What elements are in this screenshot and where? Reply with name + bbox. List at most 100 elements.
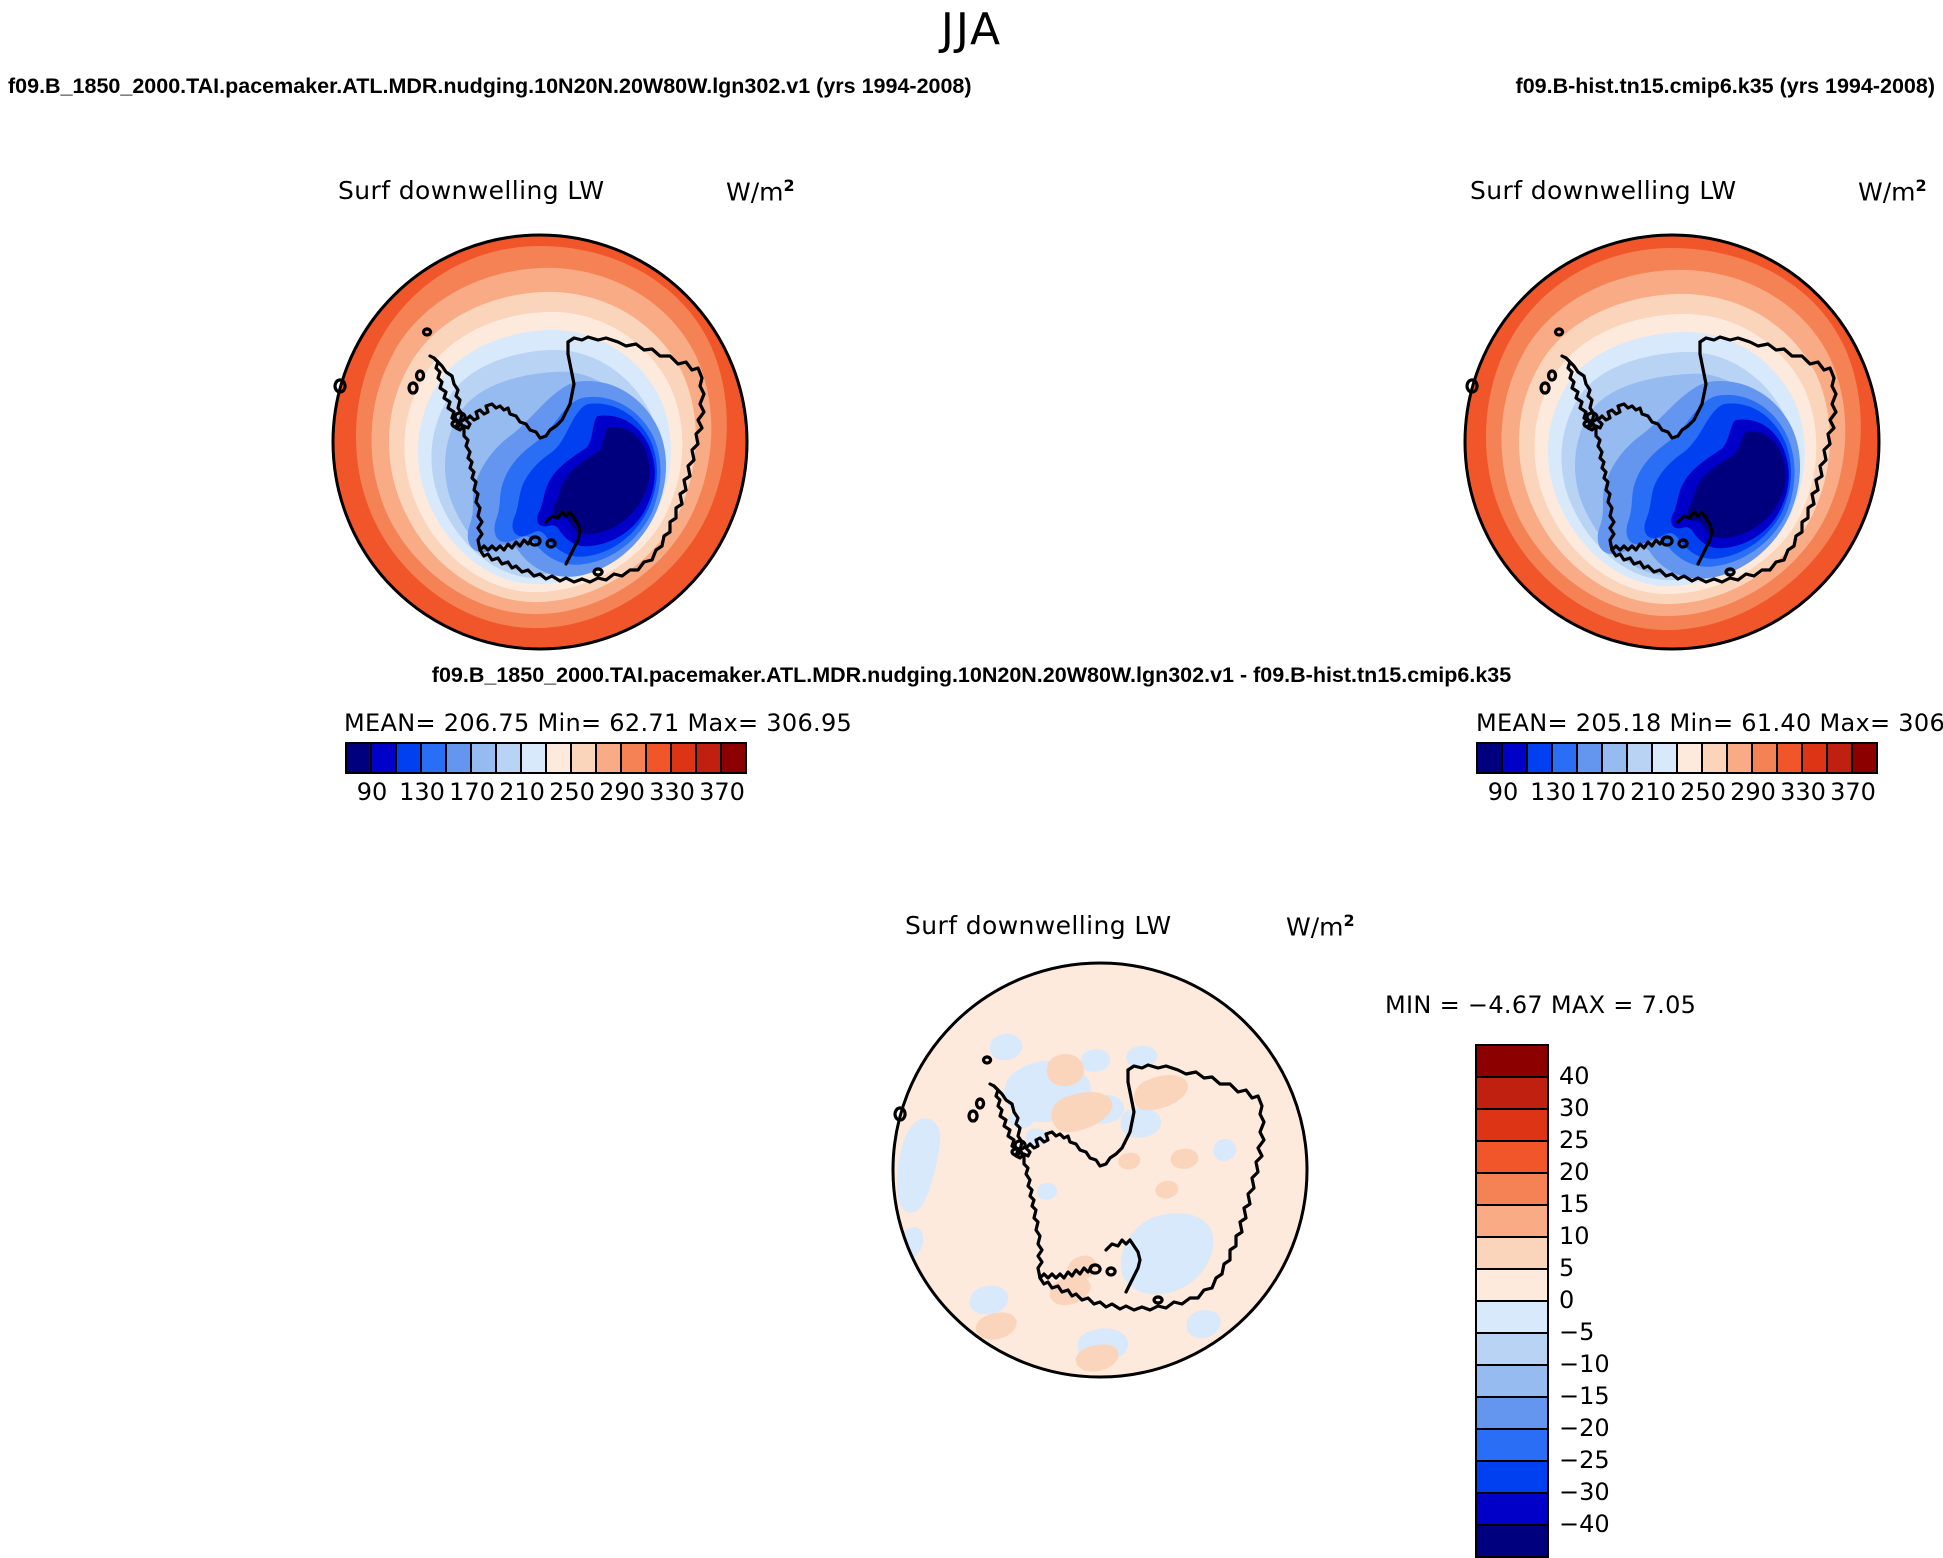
colorbar-tick-label: 130	[1530, 778, 1576, 806]
left-colorbar: 90 130 170 210 250 290 330 370	[345, 742, 747, 808]
colorbar-cell	[722, 744, 745, 772]
colorbar-cell	[597, 744, 622, 772]
right-panel-title: f09.B-hist.tn15.cmip6.k35 (yrs 1994-2008…	[1515, 74, 1935, 98]
colorbar-tick-label: 0	[1559, 1286, 1575, 1314]
colorbar-tick-label: 90	[1487, 778, 1519, 806]
left-units-text: W/m	[726, 177, 784, 207]
left-colorbar-cells[interactable]	[345, 742, 747, 774]
difference-stats: MIN = −4.67 MAX = 7.05	[1385, 991, 1697, 1019]
colorbar-cell	[697, 744, 722, 772]
left-units-exponent: 2	[783, 176, 795, 195]
colorbar-tick-label: 10	[1559, 1222, 1590, 1250]
colorbar-cell	[347, 744, 372, 772]
colorbar-tick-label: 370	[1830, 778, 1876, 806]
colorbar-tick-label: −10	[1559, 1350, 1610, 1378]
colorbar-tick-label: 330	[1780, 778, 1826, 806]
colorbar-tick-label: 90	[356, 778, 388, 806]
colorbar-cell	[1553, 744, 1578, 772]
colorbar-cell	[372, 744, 397, 772]
colorbar-tick-label: −40	[1559, 1510, 1610, 1538]
colorbar-tick-label: 170	[1580, 778, 1626, 806]
left-map-svg	[331, 233, 749, 651]
difference-colorbar-cells[interactable]	[1475, 1044, 1549, 1558]
colorbar-tick-label: 210	[1630, 778, 1676, 806]
colorbar-cell	[1477, 1110, 1547, 1142]
colorbar-tick-label: 5	[1559, 1254, 1575, 1282]
colorbar-cell	[447, 744, 472, 772]
colorbar-cell	[1477, 1142, 1547, 1174]
difference-map	[890, 960, 1310, 1380]
left-stats: MEAN= 206.75 Min= 62.71 Max= 306.95	[344, 709, 853, 737]
colorbar-tick-label: −30	[1559, 1478, 1610, 1506]
left-map-contours	[333, 235, 747, 649]
colorbar-cell	[497, 744, 522, 772]
left-map-coastline	[333, 327, 706, 584]
colorbar-tick-label: 210	[499, 778, 545, 806]
colorbar-cell	[1477, 1046, 1547, 1078]
colorbar-cell	[1478, 744, 1503, 772]
colorbar-tick-label: 25	[1559, 1126, 1590, 1154]
season-title: JJA	[940, 4, 1003, 55]
colorbar-tick-label: −20	[1559, 1414, 1610, 1442]
difference-colorbar: 40 30 25 20 15 10 5 0 −5 −10 −15 −20 −25 −30 −40	[1475, 1044, 1610, 1558]
colorbar-tick-label: 40	[1559, 1062, 1590, 1090]
colorbar-cell	[1477, 1334, 1547, 1366]
colorbar-tick-label: 370	[699, 778, 745, 806]
left-map	[330, 232, 750, 652]
right-colorbar-ticks: 90 130 170 210 250 290 330 370	[1476, 778, 1876, 808]
colorbar-cell	[1653, 744, 1678, 772]
colorbar-cell	[1678, 744, 1703, 772]
colorbar-tick-label: −15	[1559, 1382, 1610, 1410]
left-variable-label: Surf downwelling LW	[338, 176, 605, 205]
difference-units-exponent: 2	[1343, 911, 1355, 930]
colorbar-cell	[572, 744, 597, 772]
colorbar-cell	[472, 744, 497, 772]
left-units-label: W/m2	[726, 176, 795, 206]
right-variable-label: Surf downwelling LW	[1470, 176, 1737, 205]
colorbar-cell	[1477, 1526, 1547, 1556]
colorbar-cell	[1477, 1366, 1547, 1398]
difference-map-contours	[893, 963, 1307, 1377]
right-colorbar: 90 130 170 210 250 290 330 370	[1476, 742, 1878, 808]
right-map-coastline	[1465, 327, 1838, 584]
colorbar-cell	[1828, 744, 1853, 772]
colorbar-tick-label: 290	[1730, 778, 1776, 806]
right-map	[1462, 232, 1882, 652]
colorbar-tick-label: −5	[1559, 1318, 1595, 1346]
colorbar-cell	[1753, 744, 1778, 772]
colorbar-tick-label: 290	[599, 778, 645, 806]
colorbar-cell	[1477, 1206, 1547, 1238]
colorbar-cell	[1778, 744, 1803, 772]
right-stats: MEAN= 205.18 Min= 61.40 Max= 306.86	[1476, 709, 1943, 737]
difference-units-text: W/m	[1286, 912, 1344, 942]
colorbar-tick-label: 170	[449, 778, 495, 806]
right-units-label: W/m2	[1858, 176, 1927, 206]
colorbar-cell	[422, 744, 447, 772]
right-units-text: W/m	[1858, 177, 1916, 207]
colorbar-cell	[1528, 744, 1553, 772]
colorbar-cell	[1628, 744, 1653, 772]
colorbar-cell	[1477, 1078, 1547, 1110]
colorbar-tick-label: 250	[549, 778, 595, 806]
colorbar-cell	[1477, 1494, 1547, 1526]
colorbar-cell	[1477, 1462, 1547, 1494]
colorbar-cell	[1477, 1174, 1547, 1206]
colorbar-cell	[547, 744, 572, 772]
colorbar-cell	[1803, 744, 1828, 772]
difference-panel-title: f09.B_1850_2000.TAI.pacemaker.ATL.MDR.nu…	[431, 663, 1512, 687]
colorbar-cell	[1853, 744, 1876, 772]
colorbar-cell	[1728, 744, 1753, 772]
colorbar-cell	[622, 744, 647, 772]
colorbar-cell	[1703, 744, 1728, 772]
colorbar-cell	[1477, 1430, 1547, 1462]
right-colorbar-cells[interactable]	[1476, 742, 1878, 774]
colorbar-cell	[647, 744, 672, 772]
colorbar-tick-label: 15	[1559, 1190, 1590, 1218]
colorbar-tick-label: 20	[1559, 1158, 1590, 1186]
left-panel-title: f09.B_1850_2000.TAI.pacemaker.ATL.MDR.nu…	[8, 74, 972, 98]
difference-units-label: W/m2	[1286, 911, 1355, 941]
colorbar-cell	[522, 744, 547, 772]
colorbar-tick-label: 330	[649, 778, 695, 806]
colorbar-cell	[1477, 1302, 1547, 1334]
colorbar-cell	[672, 744, 697, 772]
